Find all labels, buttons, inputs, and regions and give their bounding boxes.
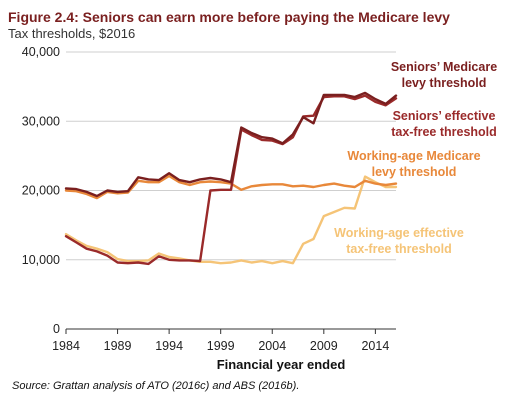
x-tick-label: 1994 <box>155 339 183 353</box>
series-label-line: tax-free threshold <box>391 125 497 139</box>
x-tick-label: 1999 <box>207 339 235 353</box>
series-label-4: Working-age effective tax-free threshold <box>334 226 464 256</box>
series-label-line: Seniors’ Medicare <box>391 60 497 74</box>
x-tick-label: 2014 <box>361 339 389 353</box>
plot-area: 0 10,000 20,000 30,000 40,000 1984 1989 1994 199… <box>22 45 497 353</box>
x-axis-label: Financial year ended <box>217 357 346 372</box>
y-tick-label: 10,000 <box>22 253 60 267</box>
y-tick-label: 20,000 <box>22 184 60 198</box>
x-tick-label: 1984 <box>52 339 80 353</box>
series-line-2 <box>64 94 398 266</box>
series-label-line: levy threshold <box>372 165 457 179</box>
x-tick-label: 2004 <box>258 339 286 353</box>
series-label-line: levy threshold <box>402 76 487 90</box>
x-tick-label: 1989 <box>104 339 132 353</box>
series-line-1 <box>64 91 398 198</box>
series-label-line: tax-free threshold <box>346 242 452 256</box>
x-tick-label: 2009 <box>310 339 338 353</box>
y-tick-label: 30,000 <box>22 114 60 128</box>
y-tick-label: 40,000 <box>22 45 60 59</box>
series-line-4 <box>64 175 398 265</box>
source-note: Source: Grattan analysis of ATO (2016c) … <box>12 380 299 392</box>
series-label-line: Working-age effective <box>334 226 464 240</box>
series-label-line: Seniors’ effective <box>393 109 496 123</box>
y-tick-label: 0 <box>53 322 60 336</box>
series-label-line: Working-age Medicare <box>347 149 480 163</box>
series-label-2: Seniors’ effective tax-free threshold <box>391 109 497 139</box>
series-label-1: Seniors’ Medicare levy threshold <box>391 60 497 90</box>
chart-title: Figure 2.4: Seniors can earn more before… <box>8 9 450 25</box>
chart-subtitle: Tax thresholds, $2016 <box>8 26 135 41</box>
series-label-3: Working-age Medicare levy threshold <box>347 149 480 179</box>
